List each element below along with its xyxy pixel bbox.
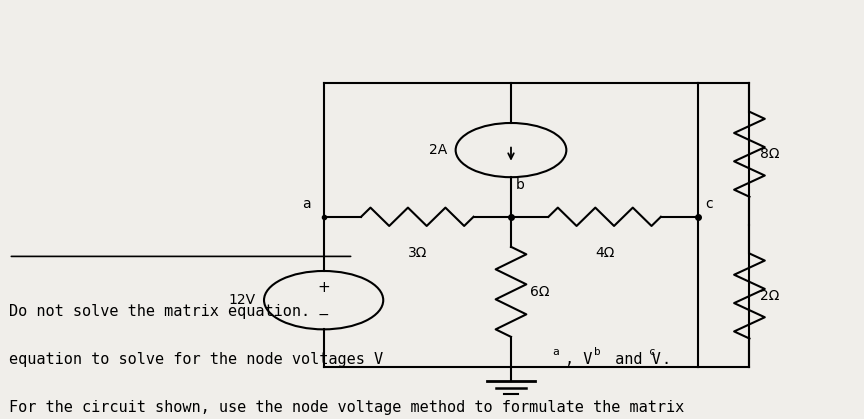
Text: For the circuit shown, use the node voltage method to formulate the matrix: For the circuit shown, use the node volt… [9,400,683,415]
Text: , V: , V [566,352,593,367]
Text: a: a [302,197,311,211]
Text: b: b [594,347,600,357]
Text: c: c [649,347,656,357]
Text: 2A: 2A [429,143,447,157]
Text: a: a [552,347,559,357]
Text: Do not solve the matrix equation.: Do not solve the matrix equation. [9,304,309,319]
Text: 12V: 12V [228,293,256,307]
Text: 2Ω: 2Ω [759,289,779,303]
Text: b: b [515,178,524,192]
Text: 4Ω: 4Ω [595,246,614,260]
Text: −: − [318,308,329,322]
Text: equation to solve for the node voltages V: equation to solve for the node voltages … [9,352,383,367]
Text: and V: and V [607,352,661,367]
Text: c: c [705,197,713,211]
Text: 3Ω: 3Ω [408,246,427,260]
Text: +: + [317,279,330,295]
Text: 6Ω: 6Ω [530,285,550,299]
Text: 8Ω: 8Ω [759,147,779,161]
Text: .: . [661,352,670,367]
